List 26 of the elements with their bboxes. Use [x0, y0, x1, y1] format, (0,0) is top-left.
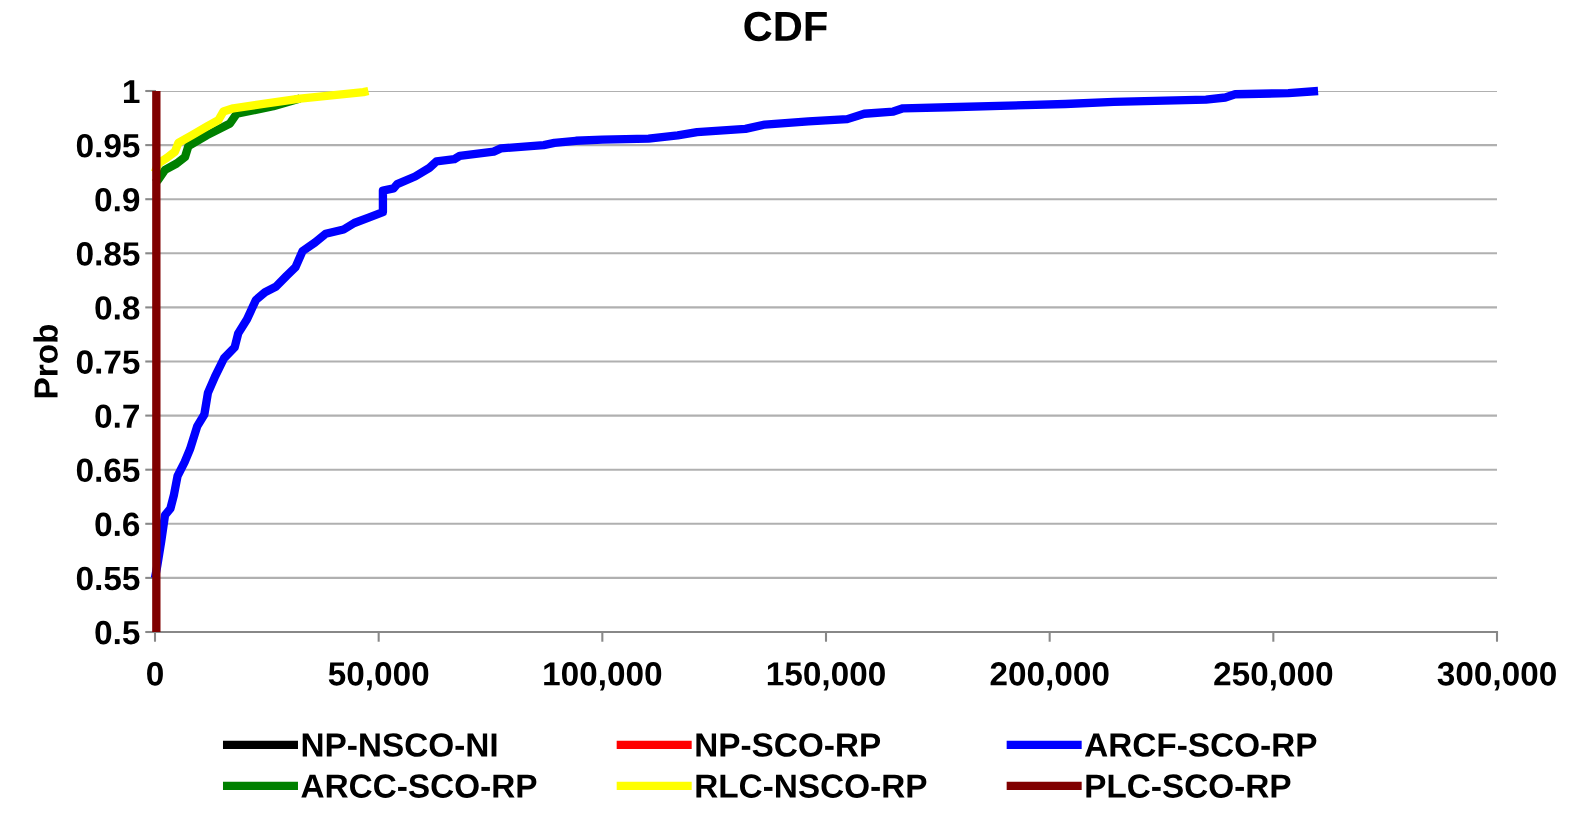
legend-label: NP-NSCO-NI [302, 733, 497, 757]
y-tick-label: 1 [123, 80, 140, 104]
y-tick-label: 0.5 [95, 620, 140, 645]
x-tick-label: 50,000 [328, 662, 429, 691]
legend-label: RLC-NSCO-RP [696, 774, 927, 798]
x-tick-label: 100,000 [544, 662, 662, 691]
y-tick-label: 0.95 [76, 133, 140, 158]
y-tick-label: 0.65 [76, 458, 140, 483]
x-tick-label: 0 [147, 662, 163, 686]
x-tick-label: 250,000 [1214, 662, 1333, 691]
y-tick-label: 0.55 [76, 566, 140, 591]
legend-label: NP-SCO-RP [696, 733, 881, 757]
y-tick-label: 0.7 [95, 404, 139, 429]
y-tick-label: 0.8 [95, 296, 140, 320]
y-axis-title: Prob [33, 324, 58, 398]
x-tick-label: 300,000 [1437, 662, 1556, 691]
legend-label: PLC-SCO-RP [1086, 774, 1291, 798]
x-tick-label: 150,000 [767, 662, 885, 691]
legend-label: ARCC-SCO-RP [301, 774, 537, 798]
legend-label: ARCF-SCO-RP [1085, 733, 1317, 757]
y-tick-label: 0.9 [95, 188, 140, 212]
y-tick-label: 0.6 [95, 512, 140, 537]
x-tick-label: 200,000 [990, 662, 1109, 691]
chart-title: CDF [744, 11, 827, 42]
y-tick-label: 0.75 [76, 350, 140, 374]
y-tick-label: 0.85 [76, 242, 140, 266]
